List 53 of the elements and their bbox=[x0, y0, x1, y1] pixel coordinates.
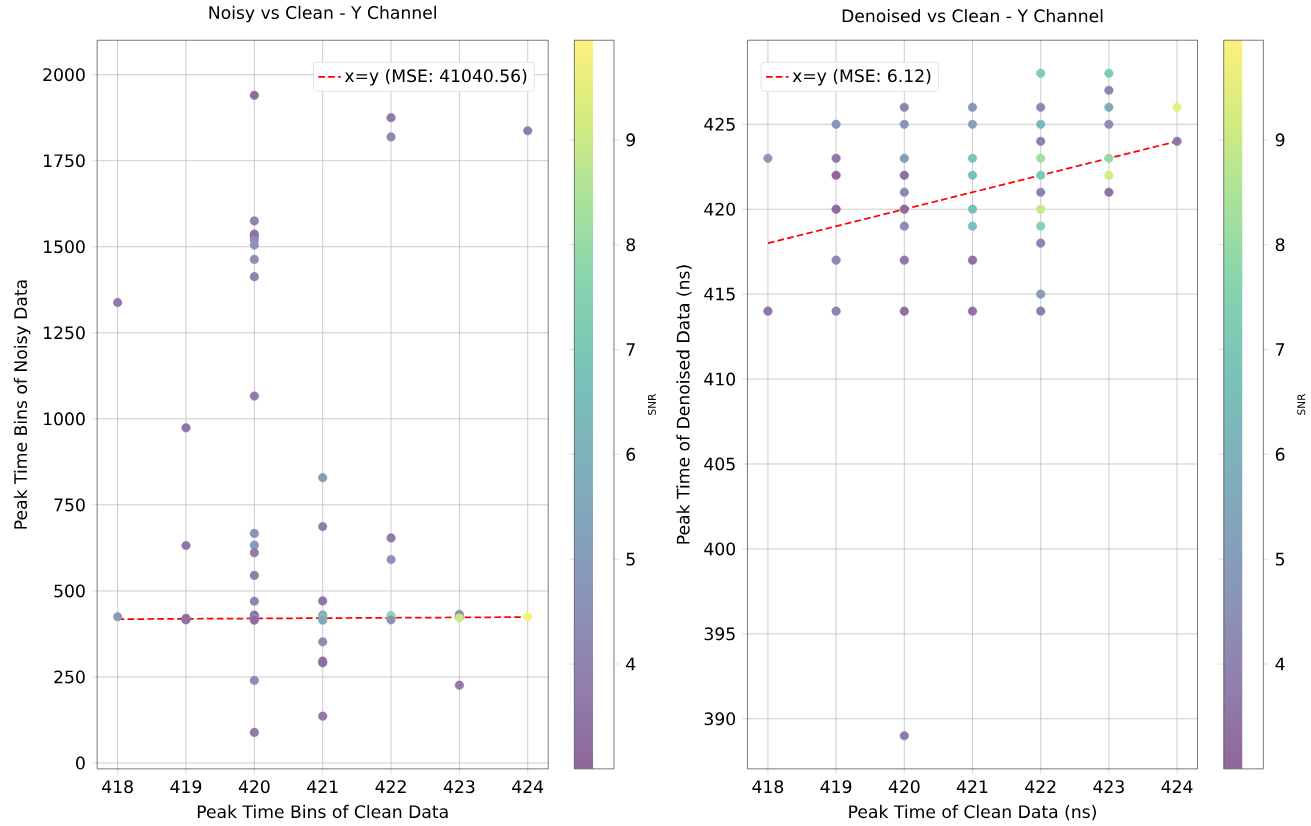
y-tick-label: 390 bbox=[704, 712, 736, 726]
chart-title: Noisy vs Clean - Y Channel bbox=[209, 5, 436, 23]
y-tick-label: 405 bbox=[704, 457, 735, 471]
y-axis-title: Peak Time of Denoised Data (ns) bbox=[676, 265, 692, 544]
x-tick-label: 421 bbox=[307, 780, 338, 793]
x-tick-label: 420 bbox=[888, 780, 920, 794]
x-tick-label: 424 bbox=[512, 780, 544, 793]
y-tick-label: 400 bbox=[704, 542, 736, 556]
color-bar-label: 6 bbox=[1275, 447, 1285, 461]
color-bar-label: 8 bbox=[626, 238, 636, 252]
color-bar-label: 8 bbox=[1275, 238, 1285, 252]
chart-title: Denoised vs Clean - Y Channel bbox=[842, 9, 1103, 23]
y-tick-label: 425 bbox=[704, 117, 735, 131]
color-bar-label: 7 bbox=[1276, 343, 1285, 356]
x-tick-label: 422 bbox=[375, 780, 406, 793]
color-bar-label: 4 bbox=[1275, 657, 1285, 671]
legend-label: x=y (MSE: 41040.56) bbox=[344, 69, 527, 86]
color-bar-label: 9 bbox=[1275, 133, 1285, 147]
y-tick-label: 410 bbox=[704, 372, 736, 386]
legend-label: x=y (MSE: 6.12) bbox=[792, 69, 931, 86]
x-axis-title: Peak Time of Clean Data (ns) bbox=[849, 804, 1096, 821]
x-tick-label: 418 bbox=[102, 780, 133, 794]
y-tick-label: 415 bbox=[704, 287, 735, 301]
color-bar-label: 6 bbox=[626, 447, 636, 461]
y-tick-label: 250 bbox=[54, 670, 85, 684]
x-tick-label: 419 bbox=[170, 780, 202, 794]
color-bar-label: 7 bbox=[626, 343, 635, 356]
y-tick-label: 1500 bbox=[44, 240, 85, 254]
y-tick-label: 0 bbox=[76, 756, 85, 770]
y-tick-label: 420 bbox=[704, 202, 736, 216]
y-tick-label: 1250 bbox=[44, 326, 85, 340]
color-bar-label: 5 bbox=[626, 552, 635, 566]
y-tick-label: 750 bbox=[54, 498, 85, 512]
y-tick-label: 395 bbox=[704, 627, 735, 641]
color-bar-label: 5 bbox=[1275, 552, 1285, 566]
color-bar-title: SNR bbox=[647, 393, 656, 415]
x-tick-label: 423 bbox=[1093, 780, 1124, 794]
x-tick-label: 419 bbox=[820, 780, 852, 794]
y-tick-label: 500 bbox=[54, 584, 85, 598]
y-tick-label: 1000 bbox=[44, 412, 85, 426]
color-bar-title: SNR bbox=[1297, 393, 1306, 415]
y-axis-title: Peak Time Bins of Noisy Data bbox=[13, 280, 31, 529]
x-tick-label: 423 bbox=[443, 780, 475, 794]
color-bar-label: 4 bbox=[626, 657, 636, 671]
x-tick-label: 421 bbox=[956, 780, 988, 793]
x-axis-title: Peak Time Bins of Clean Data bbox=[197, 804, 448, 819]
x-tick-label: 424 bbox=[1161, 780, 1193, 793]
color-bar-label: 9 bbox=[626, 133, 635, 147]
y-tick-label: 1750 bbox=[44, 154, 85, 168]
x-tick-label: 418 bbox=[752, 780, 784, 794]
x-tick-label: 420 bbox=[238, 780, 270, 794]
y-tick-label: 2000 bbox=[43, 68, 85, 82]
x-tick-label: 422 bbox=[1025, 780, 1056, 793]
